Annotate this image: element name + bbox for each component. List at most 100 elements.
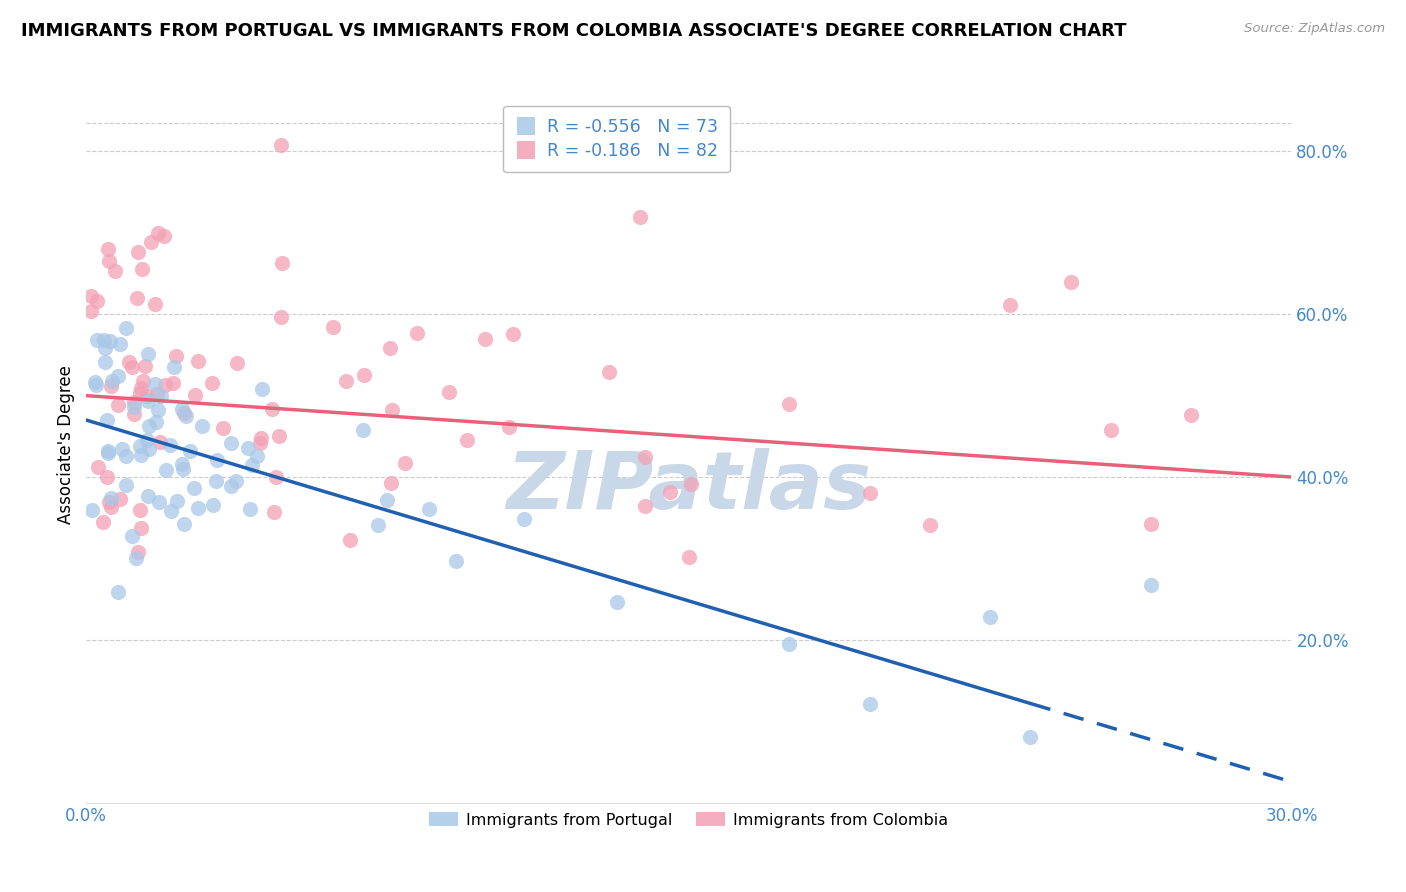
Point xyxy=(173,516,195,531)
Point xyxy=(859,697,882,711)
Point xyxy=(598,365,620,379)
Point xyxy=(115,478,138,492)
Point xyxy=(162,376,184,391)
Point xyxy=(94,355,117,369)
Point xyxy=(110,491,132,506)
Point xyxy=(250,382,273,396)
Point xyxy=(128,439,150,453)
Point xyxy=(634,499,657,513)
Text: IMMIGRANTS FROM PORTUGAL VS IMMIGRANTS FROM COLOMBIA ASSOCIATE'S DEGREE CORRELAT: IMMIGRANTS FROM PORTUGAL VS IMMIGRANTS F… xyxy=(21,22,1126,40)
Point xyxy=(104,264,127,278)
Point xyxy=(246,449,269,463)
Point xyxy=(148,402,170,417)
Point xyxy=(100,379,122,393)
Point xyxy=(1099,423,1122,437)
Point xyxy=(80,289,103,303)
Point xyxy=(606,595,628,609)
Point xyxy=(129,380,152,394)
Point xyxy=(136,489,159,503)
Point xyxy=(143,377,166,392)
Point xyxy=(1180,408,1202,422)
Point xyxy=(149,389,172,403)
Point xyxy=(125,291,148,305)
Point xyxy=(108,337,131,351)
Point xyxy=(201,376,224,390)
Point xyxy=(121,529,143,543)
Point xyxy=(84,378,107,392)
Point xyxy=(236,441,259,455)
Point xyxy=(184,387,207,401)
Point xyxy=(498,420,520,434)
Point xyxy=(111,442,134,456)
Point xyxy=(86,293,108,308)
Point xyxy=(83,375,105,389)
Point xyxy=(219,479,242,493)
Point xyxy=(437,385,460,400)
Point xyxy=(101,374,124,388)
Point xyxy=(136,394,159,409)
Point xyxy=(127,244,149,259)
Point xyxy=(859,486,882,500)
Point xyxy=(183,481,205,495)
Point xyxy=(659,485,682,500)
Point xyxy=(502,326,524,341)
Point xyxy=(107,584,129,599)
Legend: Immigrants from Portugal, Immigrants from Colombia: Immigrants from Portugal, Immigrants fro… xyxy=(423,806,955,834)
Point xyxy=(97,443,120,458)
Point xyxy=(187,500,209,515)
Point xyxy=(263,505,285,519)
Point xyxy=(260,401,283,416)
Point xyxy=(94,341,117,355)
Point xyxy=(322,320,344,334)
Point xyxy=(166,494,188,508)
Point xyxy=(82,502,104,516)
Text: Source: ZipAtlas.com: Source: ZipAtlas.com xyxy=(1244,22,1385,36)
Point xyxy=(136,347,159,361)
Point xyxy=(129,386,152,401)
Point xyxy=(155,463,177,477)
Point xyxy=(122,407,145,421)
Point xyxy=(339,533,361,548)
Point xyxy=(136,433,159,447)
Point xyxy=(380,476,402,491)
Point xyxy=(121,360,143,375)
Point xyxy=(138,418,160,433)
Point xyxy=(124,400,146,414)
Point xyxy=(446,554,468,568)
Point xyxy=(145,415,167,429)
Point xyxy=(394,456,416,470)
Point xyxy=(406,326,429,341)
Point xyxy=(1000,298,1022,312)
Point xyxy=(170,402,193,417)
Point xyxy=(134,359,156,374)
Point xyxy=(179,443,201,458)
Point xyxy=(143,297,166,311)
Point xyxy=(148,495,170,509)
Text: ZIPatlas: ZIPatlas xyxy=(506,449,872,526)
Point xyxy=(153,377,176,392)
Point xyxy=(512,511,534,525)
Point xyxy=(979,610,1001,624)
Point xyxy=(138,442,160,456)
Point xyxy=(173,406,195,420)
Point xyxy=(381,403,404,417)
Point xyxy=(98,253,121,268)
Point xyxy=(380,341,402,355)
Point xyxy=(100,491,122,505)
Point xyxy=(778,396,800,410)
Point xyxy=(634,450,657,464)
Point xyxy=(174,409,197,423)
Point xyxy=(1059,275,1081,289)
Point xyxy=(152,229,174,244)
Point xyxy=(271,255,294,269)
Point xyxy=(131,261,153,276)
Point xyxy=(212,420,235,434)
Point xyxy=(107,398,129,412)
Point xyxy=(159,438,181,452)
Point xyxy=(149,435,172,450)
Point xyxy=(225,474,247,488)
Point xyxy=(270,310,292,324)
Point xyxy=(97,495,120,509)
Point xyxy=(1019,731,1042,745)
Point xyxy=(86,333,108,347)
